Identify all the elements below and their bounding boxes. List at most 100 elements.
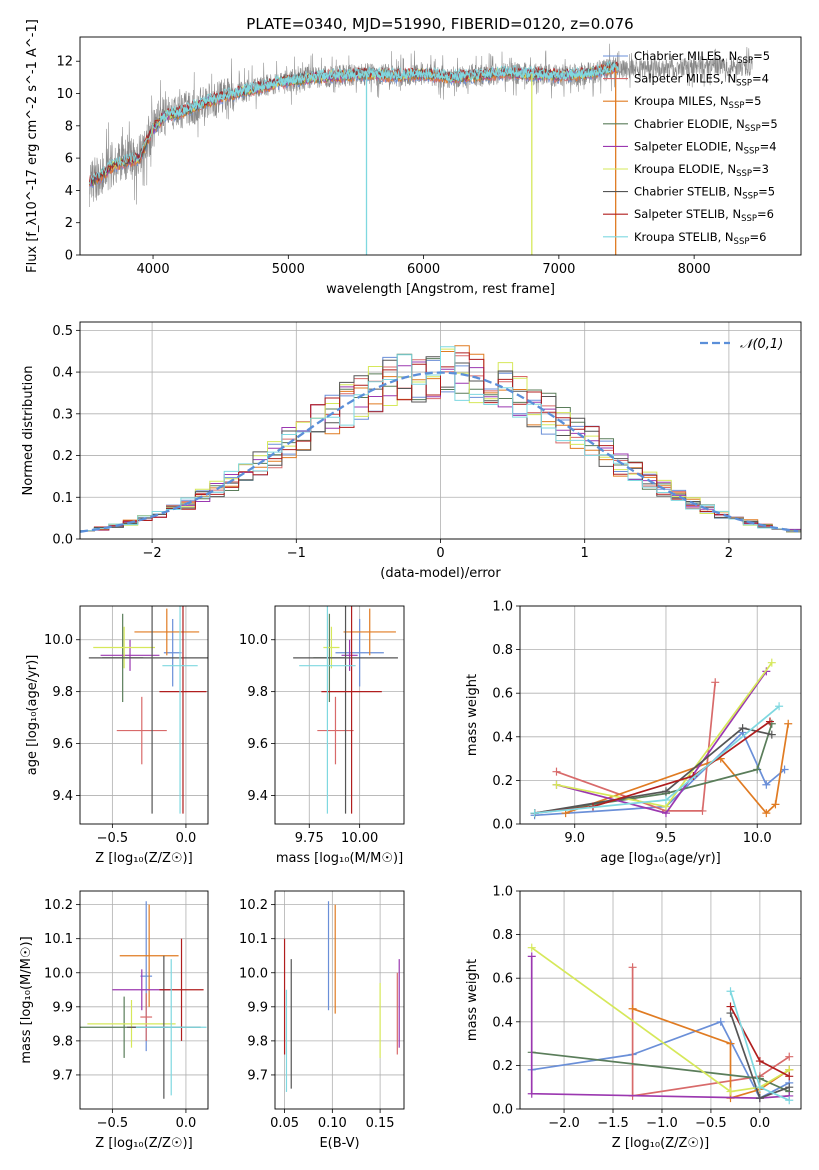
- weight-marker: [755, 1094, 764, 1103]
- weight-line-chabrier_elodie: [534, 723, 773, 814]
- panel-mass_vs_Z: −0.5 0.0 9.7 9.8 9.9 10.0 10.1 10.2 Z [log₁₀(Z/Z…: [19, 890, 209, 1151]
- y-tick-label: 0.6: [492, 972, 513, 987]
- x-axis-label: age [log₁₀(age/yr)]: [600, 851, 721, 866]
- y-tick-label: 9.9: [247, 1000, 268, 1015]
- weight-marker: [767, 730, 776, 739]
- y-tick-label: 0.1: [52, 491, 73, 506]
- axes-frame: [79, 605, 209, 825]
- x-axis-label: (data-model)/error: [380, 566, 501, 581]
- weight-marker: [765, 717, 774, 726]
- x-tick-label: −0.5: [695, 1116, 727, 1131]
- y-tick-label: 0.6: [492, 687, 513, 702]
- y-axis-label: mass [log₁₀(M/M☉)]: [19, 936, 34, 1063]
- weight-marker: [552, 767, 561, 776]
- legend-entry: 𝒩(0,1): [740, 337, 783, 352]
- weight-marker: [527, 952, 536, 961]
- weight-marker: [755, 1057, 764, 1066]
- model-spectrum-salpeter_stelib: [89, 61, 619, 184]
- panel-weight_vs_age: 9.0 9.5 10.0 0.0 0.2 0.4 0.6 0.8 1.0 age [log₁₀(a…: [465, 600, 802, 866]
- ticks: −0.5 0.0 9.4 9.6 9.8 10.0: [44, 633, 196, 846]
- weight-line-kroupa_elodie: [531, 947, 790, 1093]
- plot-area: [293, 606, 398, 814]
- weight-marker: [726, 1087, 735, 1096]
- legend-entry: Salpeter ELODIE, NSSP=4: [634, 139, 777, 156]
- y-tick-label: 10.1: [239, 932, 268, 947]
- weight-marker: [762, 809, 771, 818]
- x-tick-label: 0.05: [270, 1116, 299, 1131]
- weight-marker: [785, 1072, 794, 1081]
- x-axis-label: mass [log₁₀(M/M☉)]: [276, 851, 403, 866]
- weight-marker: [530, 809, 539, 818]
- x-tick-label: 10.00: [341, 831, 378, 846]
- axes-frame: [79, 890, 209, 1110]
- axes-frame: [79, 36, 802, 256]
- weight-line-salpeter_elodie: [530, 956, 790, 1099]
- y-tick-label: 9.8: [247, 1034, 268, 1049]
- x-tick-label: −1.5: [597, 1116, 629, 1131]
- weight-line-chabrier_miles: [534, 730, 786, 817]
- axes-frame: [519, 605, 802, 825]
- panel-age_vs_Z: −0.5 0.0 9.4 9.6 9.8 10.0 Z [log₁₀(Z/Z☉)] age […: [25, 605, 209, 866]
- axes-frame: [519, 890, 802, 1110]
- figure-title: PLATE=0340, MJD=51990, FIBERID=0120, z=0…: [246, 15, 633, 33]
- ticks: −0.5 0.0 9.7 9.8 9.9 10.0 10.1 10.2: [44, 898, 196, 1131]
- y-tick-label: 9.7: [52, 1068, 73, 1083]
- weight-marker: [767, 719, 776, 728]
- x-tick-label: 7000: [542, 262, 575, 277]
- y-tick-label: 1.0: [492, 600, 513, 615]
- weight-marker: [726, 987, 735, 996]
- y-tick-label: 10.0: [44, 966, 73, 981]
- axes-frame: [274, 605, 405, 825]
- gaussian-curve: [80, 371, 799, 533]
- weight-line-salpeter_miles: [556, 682, 717, 812]
- y-tick-label: 6: [65, 152, 73, 167]
- y-tick-label: 0.8: [492, 643, 513, 658]
- weight-marker: [661, 787, 670, 796]
- weight-marker: [762, 780, 771, 789]
- x-tick-label: 10.0: [743, 831, 772, 846]
- grid-lines: [275, 891, 404, 1109]
- plot-area: [530, 658, 793, 820]
- weight-marker: [755, 1083, 764, 1092]
- y-axis-label: mass weight: [465, 959, 480, 1041]
- weight-marker: [661, 796, 670, 805]
- x-tick-label: 9.75: [295, 831, 324, 846]
- ticks: −2.0 −1.5 −1.0 −0.5 0.0 0.0 0.2 0.4 0.6 0.8 1.0: [492, 885, 770, 1132]
- y-tick-label: 10.0: [44, 633, 73, 648]
- weight-marker: [784, 719, 793, 728]
- y-tick-label: 4: [65, 184, 73, 199]
- y-axis-label: mass weight: [465, 674, 480, 756]
- x-tick-label: −1: [287, 546, 306, 561]
- axes-frame: [274, 890, 405, 1110]
- y-tick-label: 0.2: [52, 449, 73, 464]
- plot-area: [89, 43, 753, 255]
- y-tick-label: 10.2: [44, 898, 73, 913]
- y-axis-label: Normed distribution: [21, 366, 36, 496]
- x-tick-label: −2: [143, 546, 162, 561]
- weight-marker: [753, 765, 762, 774]
- y-tick-label: 0.4: [52, 366, 73, 381]
- weight-marker: [726, 1039, 735, 1048]
- y-tick-label: 9.8: [247, 685, 268, 700]
- y-axis-label: age [log₁₀(age/yr)]: [25, 655, 40, 776]
- y-tick-label: 10.1: [44, 932, 73, 947]
- plot-area: [88, 606, 208, 814]
- panel-mass_vs_EBV: 0.05 0.10 0.15 9.7 9.8 9.9 10.0 10.1 10.2 E(B-V): [239, 890, 405, 1151]
- ticks: 4000 5000 6000 7000 8000 0 2 4 6 8 10 12: [56, 55, 710, 277]
- y-tick-label: 0.0: [492, 1103, 513, 1118]
- x-tick-label: 9.0: [564, 831, 585, 846]
- weight-marker: [780, 765, 789, 774]
- y-tick-label: 9.7: [247, 1068, 268, 1083]
- legend-entry: Kroupa MILES, NSSP=5: [634, 94, 761, 111]
- grid-lines: [80, 891, 208, 1109]
- x-tick-label: 5000: [272, 262, 305, 277]
- y-tick-label: 9.6: [247, 737, 268, 752]
- x-tick-label: −2.0: [548, 1116, 580, 1131]
- x-tick-label: 0.10: [318, 1116, 347, 1131]
- x-axis-label: Z [log₁₀(Z/Z☉)]: [95, 1136, 192, 1151]
- grid-lines: [520, 605, 801, 825]
- legend: 𝒩(0,1): [700, 337, 783, 352]
- x-tick-label: −0.5: [97, 1116, 129, 1131]
- plot-area: [80, 345, 801, 533]
- legend-entry: Chabrier MILES, NSSP=5: [634, 49, 770, 66]
